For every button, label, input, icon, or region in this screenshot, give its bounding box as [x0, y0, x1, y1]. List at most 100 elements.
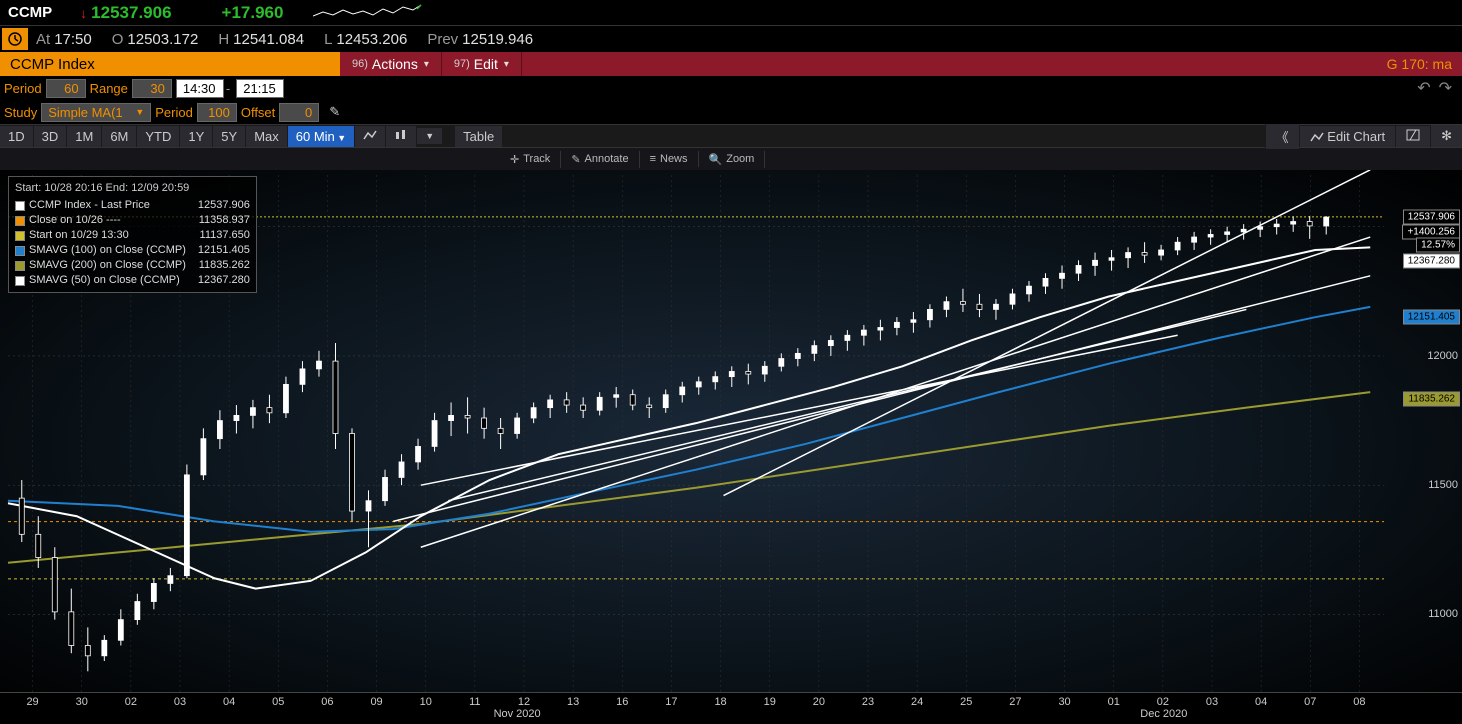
time-end-input[interactable]: 21:15 — [236, 79, 284, 98]
x-tick-label: 23 — [862, 696, 874, 708]
high-label: H — [218, 31, 229, 48]
y-value-tag: 12.57% — [1416, 237, 1460, 252]
timeframe-1M[interactable]: 1M — [67, 126, 102, 147]
legend-item: Close on 10/26 ----11358.937 — [15, 213, 250, 228]
period-input[interactable]: 60 — [46, 79, 86, 98]
prev-value: 12519.946 — [462, 31, 533, 48]
x-tick-label: 04 — [223, 696, 235, 708]
offset-label: Offset — [241, 105, 275, 120]
chart-area[interactable]: Start: 10/28 20:16 End: 12/09 20:59 CCMP… — [0, 170, 1462, 720]
header-ticker-row: CCMP ↓ 12537.906 +17.960 — [0, 0, 1462, 26]
y-value-tag: 12151.405 — [1403, 309, 1460, 324]
collapse-icon[interactable]: 《 — [1265, 124, 1299, 149]
x-tick-label: 12 — [518, 696, 530, 708]
x-tick-label: 03 — [174, 696, 186, 708]
main-toolbar: CCMP Index 96) Actions ▾ 97) Edit ▾ G 17… — [0, 52, 1462, 76]
annotate-button[interactable]: ✎ Annotate — [561, 151, 639, 168]
chevron-down-icon: ▾ — [424, 59, 429, 70]
timeframe-5Y[interactable]: 5Y — [213, 126, 246, 147]
edit-button[interactable]: 97) Edit ▾ — [442, 52, 522, 76]
study-controls: Study Simple MA(1 ▼ Period 100 Offset 0 … — [0, 100, 1462, 124]
x-tick-label: 18 — [714, 696, 726, 708]
track-button[interactable]: ✛ Track — [500, 151, 561, 168]
chevron-down-icon: ▾ — [504, 59, 509, 70]
x-month-label: Nov 2020 — [494, 708, 541, 720]
study-dropdown[interactable]: Simple MA(1 ▼ — [41, 103, 151, 122]
x-tick-label: 19 — [764, 696, 776, 708]
at-label: At — [36, 31, 50, 48]
prev-label: Prev — [427, 31, 458, 48]
undo-redo-group: ↶ ↷ — [1409, 78, 1462, 98]
x-tick-label: 24 — [911, 696, 923, 708]
x-tick-label: 08 — [1353, 696, 1365, 708]
clock-icon — [2, 28, 28, 50]
low-value: 12453.206 — [336, 31, 407, 48]
undo-icon[interactable]: ↶ — [1417, 78, 1430, 98]
price-change: +17.960 — [222, 3, 284, 23]
x-tick-label: 27 — [1009, 696, 1021, 708]
pencil-icon[interactable]: ✎ — [329, 104, 340, 120]
y-axis: 1250012000115001100012537.906+1400.25612… — [1390, 170, 1462, 720]
ticker-symbol: CCMP — [0, 4, 60, 21]
y-value-tag: 11835.262 — [1403, 391, 1460, 406]
x-month-label: Dec 2020 — [1140, 708, 1187, 720]
x-tick-label: 03 — [1206, 696, 1218, 708]
chevron-down-icon: ▼ — [135, 107, 144, 117]
chart-legend: Start: 10/28 20:16 End: 12/09 20:59 CCMP… — [8, 176, 257, 293]
x-tick-label: 17 — [665, 696, 677, 708]
more-dropdown[interactable]: ▼ — [417, 128, 443, 144]
redo-icon[interactable]: ↷ — [1439, 78, 1452, 98]
x-tick-label: 04 — [1255, 696, 1267, 708]
y-tick-label: 11000 — [1428, 608, 1458, 620]
timeframe-bar: 1D3D1M6MYTD1Y5YMax 60 Min ▼ Table 《 Edit… — [0, 124, 1462, 148]
legend-title: Start: 10/28 20:16 End: 12/09 20:59 — [15, 181, 250, 196]
candlestick-icon[interactable] — [386, 126, 417, 147]
x-tick-label: 25 — [960, 696, 972, 708]
x-tick-label: 13 — [567, 696, 579, 708]
settings-icon[interactable]: ✻ — [1430, 125, 1462, 147]
x-tick-label: 30 — [76, 696, 88, 708]
actions-button[interactable]: 96) Actions ▾ — [340, 52, 442, 76]
time-start-input[interactable]: 14:30 — [176, 79, 224, 98]
timeframe-6M[interactable]: 6M — [102, 126, 137, 147]
zoom-button[interactable]: 🔍 Zoom — [699, 151, 766, 168]
x-axis: 2930020304050609101112131617181920232425… — [0, 692, 1462, 720]
index-name[interactable]: CCMP Index — [0, 52, 340, 76]
legend-item: Start on 10/29 13:3011137.650 — [15, 228, 250, 243]
edit-chart-button[interactable]: Edit Chart — [1299, 126, 1395, 147]
legend-item: SMAVG (50) on Close (CCMP)12367.280 — [15, 273, 250, 288]
edit-icon[interactable] — [1395, 126, 1430, 147]
chart-tools-bar: ✛ Track ✎ Annotate ≡ News 🔍 Zoom — [0, 148, 1462, 170]
chart-type-icon[interactable] — [355, 126, 386, 147]
range-label: Range — [90, 81, 128, 96]
low-label: L — [324, 31, 332, 48]
x-tick-label: 05 — [272, 696, 284, 708]
table-button[interactable]: Table — [455, 126, 503, 147]
legend-item: SMAVG (200) on Close (CCMP)11835.262 — [15, 258, 250, 273]
study-period-label: Period — [155, 105, 193, 120]
open-label: O — [112, 31, 124, 48]
x-tick-label: 16 — [616, 696, 628, 708]
x-tick-label: 01 — [1108, 696, 1120, 708]
study-period-input[interactable]: 100 — [197, 103, 237, 122]
range-input[interactable]: 30 — [132, 79, 172, 98]
timeframe-1Y[interactable]: 1Y — [180, 126, 213, 147]
timeframe-YTD[interactable]: YTD — [137, 126, 180, 147]
news-button[interactable]: ≡ News — [640, 151, 699, 167]
period-range-controls: Period 60 Range 30 14:30 - 21:15 ↶ ↷ — [0, 76, 1462, 100]
high-value: 12541.084 — [233, 31, 304, 48]
study-label: Study — [4, 105, 37, 120]
last-price: 12537.906 — [91, 3, 171, 23]
interval-dropdown[interactable]: 60 Min — [288, 126, 355, 147]
g-shortcut-label: G 170: ma — [1377, 52, 1462, 76]
period-label: Period — [4, 81, 42, 96]
x-tick-label: 29 — [26, 696, 38, 708]
timeframe-1D[interactable]: 1D — [0, 126, 34, 147]
timeframe-Max[interactable]: Max — [246, 126, 288, 147]
x-tick-label: 11 — [469, 696, 480, 708]
price-arrow-icon: ↓ — [80, 5, 87, 21]
x-tick-label: 20 — [813, 696, 825, 708]
offset-input[interactable]: 0 — [279, 103, 319, 122]
at-value: 17:50 — [54, 31, 92, 48]
timeframe-3D[interactable]: 3D — [34, 126, 68, 147]
